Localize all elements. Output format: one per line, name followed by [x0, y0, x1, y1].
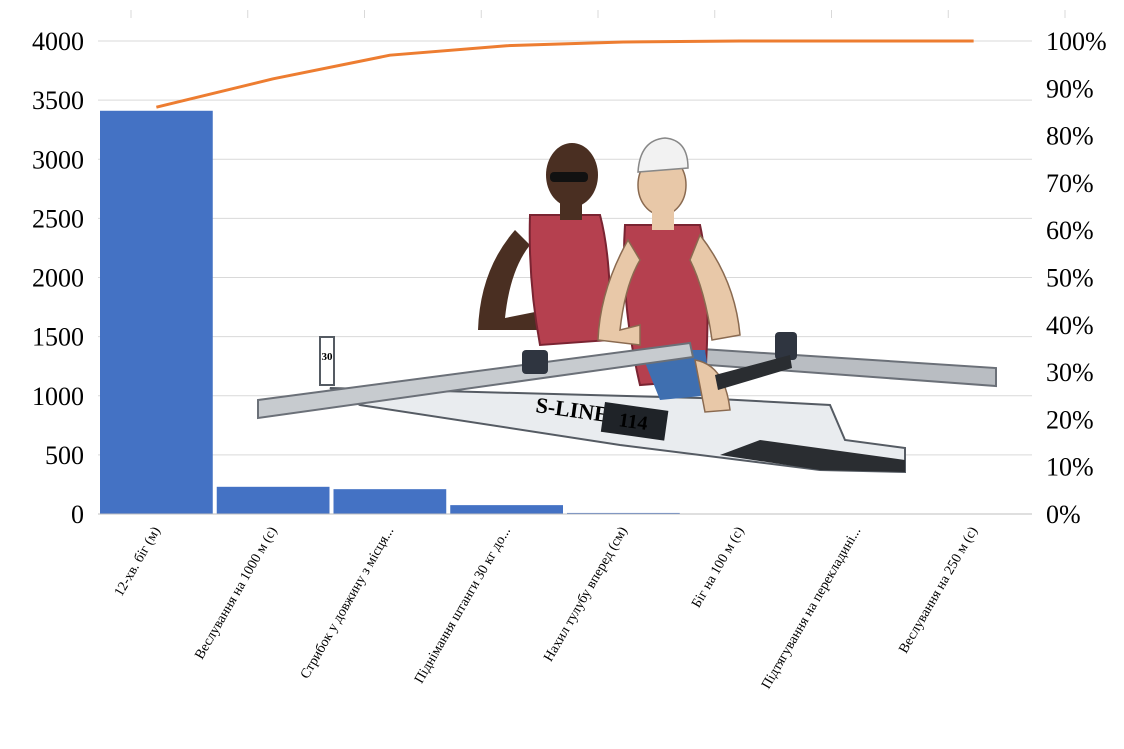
- bar: [216, 486, 330, 514]
- right-tick-label: 50%: [1046, 264, 1094, 293]
- top-tick-marks: [130, 10, 1066, 18]
- right-tick-label: 10%: [1046, 453, 1094, 482]
- right-tick-label: 60%: [1046, 216, 1094, 245]
- rower-back-sunglasses: [550, 172, 588, 182]
- left-tick-label: 1000: [32, 382, 84, 411]
- rigger-number: 30: [322, 351, 334, 363]
- category-labels: 12-хв. біг (м) Веслування на 1000 м (с) Ст…: [112, 524, 981, 692]
- category-label: Піднімання штанги 30 кг до...: [412, 525, 514, 687]
- rower-back: [478, 143, 612, 347]
- boat-number-plate: [600, 402, 669, 441]
- left-tick-label: 2500: [32, 204, 84, 233]
- right-tick-label: 70%: [1046, 169, 1094, 198]
- rigger-post: [319, 336, 335, 386]
- right-tick-label: 0%: [1046, 500, 1081, 529]
- rigger-arm: [715, 355, 792, 390]
- left-tick-label: 0: [71, 500, 84, 529]
- far-oarlock: [775, 332, 797, 360]
- bar: [333, 489, 447, 514]
- rower-front: [597, 137, 741, 413]
- left-tick-label: 2000: [32, 264, 84, 293]
- bar: [567, 512, 680, 514]
- rower-back-arm: [478, 230, 545, 330]
- category-label: Стрибок у довжину з місця...: [298, 525, 397, 682]
- right-tick-label: 40%: [1046, 311, 1094, 340]
- right-axis-ticks: 0% 10% 20% 30% 40% 50% 60% 70% 80% 90% 100%: [1046, 27, 1107, 529]
- bar-series: [100, 110, 797, 514]
- left-tick-label: 3000: [32, 145, 84, 174]
- category-label: Веслування на 1000 м (с): [192, 524, 280, 662]
- hull-stripe: [720, 440, 905, 472]
- rower-front-cap: [637, 137, 689, 173]
- category-label: Підтягування на перекладині...: [759, 525, 864, 692]
- left-tick-label: 500: [45, 441, 84, 470]
- rower-front-left-arm: [597, 238, 641, 346]
- category-label: Біг на 100 м (с): [689, 524, 748, 610]
- right-tick-label: 90%: [1046, 74, 1094, 103]
- left-tick-label: 3500: [32, 86, 84, 115]
- boat-number: 114: [617, 409, 649, 435]
- right-tick-label: 100%: [1046, 27, 1107, 56]
- left-axis-ticks: 0 500 1000 1500 2000 2500 3000 3500 4000: [32, 27, 84, 529]
- rower-front-arm: [689, 233, 741, 341]
- oarlock: [522, 350, 548, 374]
- left-tick-label: 1500: [32, 323, 84, 352]
- rower-front-neck: [652, 210, 674, 230]
- cumulative-line: [156, 39, 974, 109]
- right-tick-label: 80%: [1046, 122, 1094, 151]
- bar: [450, 505, 563, 514]
- left-tick-label: 4000: [32, 27, 84, 56]
- right-tick-label: 30%: [1046, 358, 1094, 387]
- category-label: 12-хв. біг (м): [112, 524, 164, 599]
- bar: [100, 110, 213, 514]
- cumulative-line-series: [156, 39, 974, 109]
- category-label: Веслування на 250 м (с): [896, 524, 981, 656]
- rowing-illustration: 30 S-LINE 114: [257, 137, 997, 474]
- rower-back-neck: [560, 200, 582, 220]
- right-tick-label: 20%: [1046, 405, 1094, 434]
- rower-back-torso: [528, 214, 612, 347]
- category-label: Нахил тулубу вперед (см): [541, 524, 631, 664]
